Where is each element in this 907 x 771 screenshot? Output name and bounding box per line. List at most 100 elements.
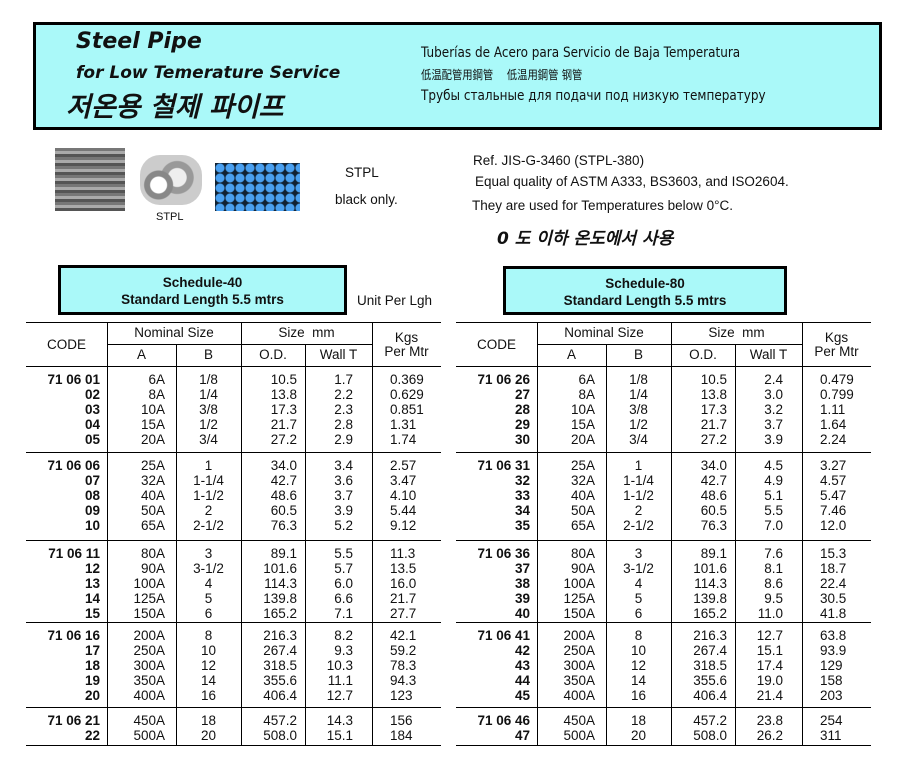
kgs-cell: 158: [820, 673, 843, 688]
code-cell: 32: [514, 473, 530, 488]
header-a: A: [136, 347, 146, 362]
code-cell: 18: [84, 658, 100, 673]
wall-cell: 2.9: [334, 432, 353, 447]
nominal-b-cell: 1: [634, 458, 643, 473]
nominal-a-cell: 80A: [140, 546, 165, 561]
nominal-b-cell: 1/8: [629, 372, 648, 387]
column-rule: [606, 344, 607, 746]
od-cell: 21.7: [700, 417, 727, 432]
kgs-cell: 0.479: [820, 372, 854, 387]
header-size-mm: Size mm: [278, 325, 335, 340]
wall-cell: 8.1: [764, 561, 783, 576]
quality-note: Equal quality of ASTM A333, BS3603, and …: [475, 174, 789, 189]
table-top-rule: [456, 322, 871, 323]
kgs-cell: 11.3: [390, 546, 416, 561]
column-rule: [107, 322, 108, 746]
group-rule: [456, 745, 871, 746]
wall-cell: 3.4: [334, 458, 353, 473]
code-cell: 04: [84, 417, 100, 432]
code-cell: 40: [514, 606, 530, 621]
od-cell: 89.1: [270, 546, 297, 561]
kgs-cell: 311: [820, 728, 842, 743]
kgs-cell: 1.64: [820, 417, 847, 432]
kgs-cell: 5.47: [820, 488, 847, 503]
header-per-mtr: Per Mtr: [384, 344, 429, 359]
od-cell: 508.0: [693, 728, 727, 743]
group-rule: [456, 622, 871, 623]
nominal-a-cell: 125A: [133, 591, 165, 606]
schedule-80-table: CODE Nominal Size A B Size mm O.D. Wall T Kgs Pe…: [456, 322, 871, 746]
od-cell: 508.0: [263, 728, 297, 743]
code-cell: 45: [514, 688, 530, 703]
kgs-cell: 63.8: [820, 628, 847, 643]
nominal-a-cell: 50A: [570, 503, 595, 518]
code-cell: 71 06 01: [47, 372, 100, 387]
column-rule: [735, 344, 736, 746]
header-a: A: [566, 347, 576, 362]
nominal-a-cell: 65A: [570, 518, 595, 533]
od-cell: 318.5: [693, 658, 727, 673]
nominal-b-cell: 3-1/2: [623, 561, 654, 576]
length-label: Standard Length 5.5 mtrs: [563, 293, 727, 308]
nominal-b-cell: 10: [630, 643, 647, 658]
nominal-a-cell: 8A: [578, 387, 595, 402]
wall-cell: 7.1: [334, 606, 353, 621]
nominal-b-cell: 3/4: [629, 432, 648, 447]
pipe-photo: [140, 155, 202, 205]
usage-note: They are used for Temperatures below 0°C…: [472, 198, 734, 213]
kgs-cell: 59.2: [390, 643, 417, 658]
od-cell: 21.7: [270, 417, 297, 432]
kgs-cell: 41.8: [820, 606, 847, 621]
nominal-b-cell: 16: [200, 688, 217, 703]
kgs-cell: 3.27: [820, 458, 847, 473]
code-cell: 17: [84, 643, 100, 658]
wall-cell: 8.6: [764, 576, 783, 591]
nominal-b-cell: 4: [634, 576, 643, 591]
wall-cell: 17.4: [756, 658, 783, 673]
group-rule: [26, 707, 441, 708]
kgs-cell: 21.7: [390, 591, 417, 606]
header-b: B: [633, 347, 643, 362]
od-cell: 13.8: [270, 387, 297, 402]
nominal-a-cell: 100A: [133, 576, 165, 591]
header-bottom-rule: [456, 366, 871, 367]
nominal-a-cell: 200A: [563, 628, 595, 643]
group-rule: [26, 745, 441, 746]
nominal-a-cell: 450A: [133, 713, 165, 728]
group-rule: [456, 452, 871, 453]
header-code: CODE: [46, 337, 86, 352]
wall-cell: 23.8: [756, 713, 783, 728]
table-top-rule: [26, 322, 441, 323]
wall-cell: 3.9: [334, 503, 353, 518]
code-cell: 02: [84, 387, 100, 402]
code-cell: 28: [514, 402, 530, 417]
od-cell: 139.8: [263, 591, 297, 606]
kgs-cell: 0.369: [390, 372, 424, 387]
header-kgs: Kgs: [394, 330, 419, 345]
nominal-a-cell: 40A: [570, 488, 595, 503]
header-nominal-size: Nominal Size: [134, 325, 214, 340]
code-cell: 47: [514, 728, 530, 743]
header-sub-rule: [537, 344, 802, 345]
nominal-a-cell: 150A: [563, 606, 595, 621]
nominal-b-cell: 20: [630, 728, 647, 743]
pipe-ends-photo: [215, 163, 300, 211]
nominal-b-cell: 20: [200, 728, 217, 743]
kgs-cell: 1.74: [390, 432, 417, 447]
od-cell: 216.3: [693, 628, 727, 643]
code-cell: 43: [514, 658, 530, 673]
header-nominal-size: Nominal Size: [564, 325, 644, 340]
kgs-cell: 0.799: [820, 387, 854, 402]
nominal-b-cell: 16: [630, 688, 647, 703]
schedule-label: Schedule-40: [162, 275, 243, 290]
od-cell: 10.5: [270, 372, 297, 387]
wall-cell: 3.7: [764, 417, 783, 432]
nominal-b-cell: 18: [200, 713, 217, 728]
kgs-cell: 5.44: [390, 503, 417, 518]
code-cell: 30: [514, 432, 530, 447]
column-rule: [372, 322, 373, 746]
od-cell: 406.4: [263, 688, 297, 703]
od-cell: 101.6: [693, 561, 727, 576]
nominal-b-cell: 3: [204, 546, 213, 561]
